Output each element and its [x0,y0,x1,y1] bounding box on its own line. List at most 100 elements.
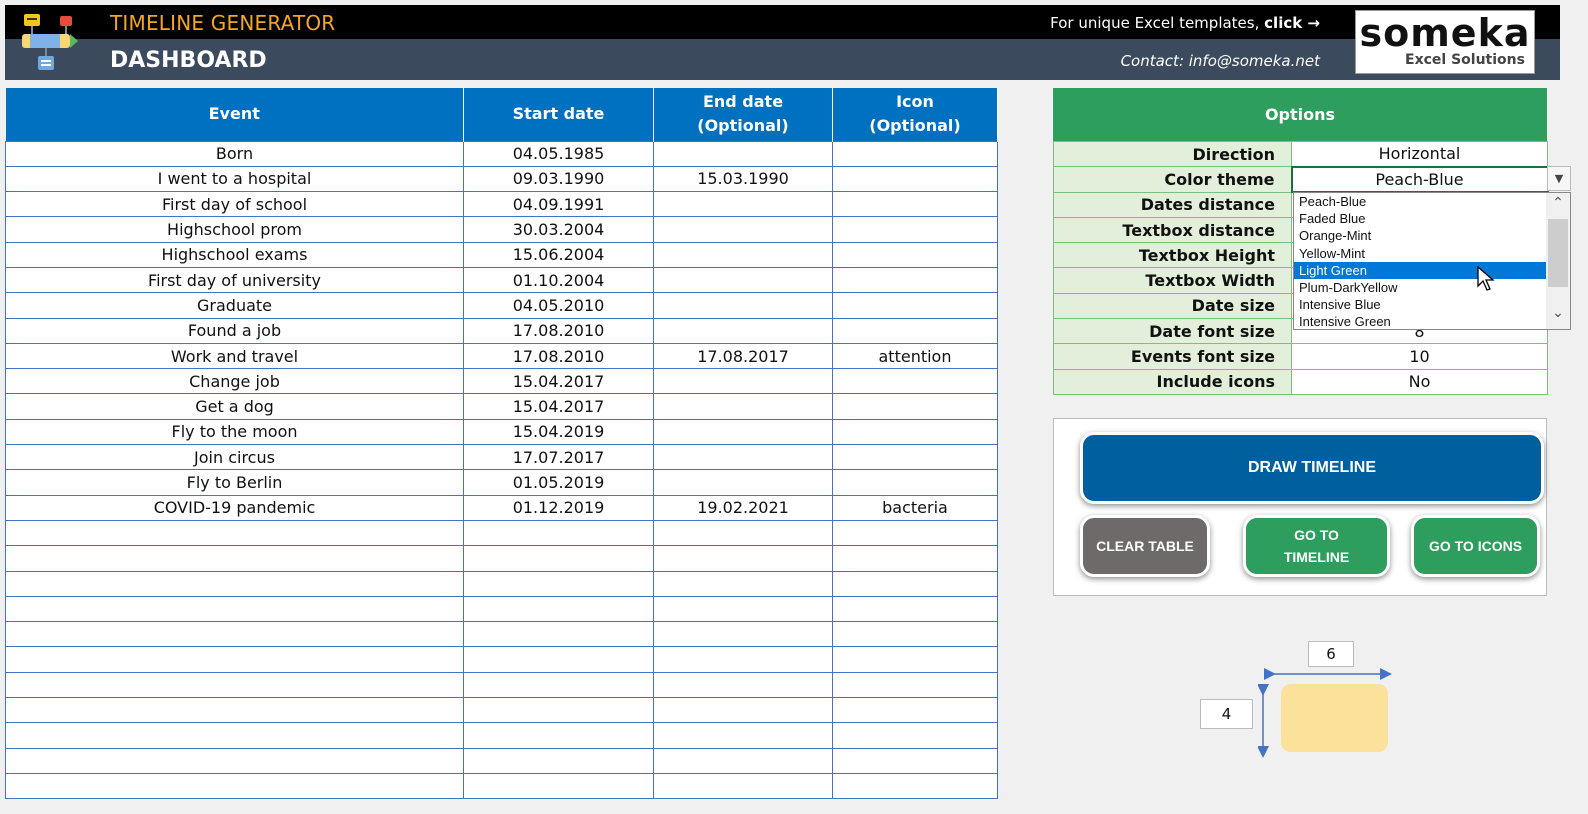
icon-cell[interactable] [832,722,998,749]
start-date-cell[interactable]: 04.09.1991 [463,191,654,218]
icon-cell[interactable] [832,418,998,446]
end-date-cell[interactable]: 17.08.2017 [653,342,833,370]
dropdown-scrollbar[interactable]: ⌃ ⌄ [1546,193,1570,329]
end-date-cell[interactable] [653,266,833,294]
end-date-cell[interactable] [653,545,833,572]
start-date-cell[interactable]: 15.04.2017 [463,368,654,395]
dropdown-option[interactable]: Orange-Mint [1299,228,1372,244]
end-date-cell[interactable] [653,241,833,268]
end-date-cell[interactable] [653,570,833,597]
dropdown-option[interactable]: Plum-DarkYellow [1299,279,1398,295]
start-date-cell[interactable]: 01.12.2019 [463,494,654,521]
start-date-cell[interactable] [463,671,654,699]
start-date-cell[interactable]: 15.04.2019 [463,418,654,446]
dropdown-option[interactable]: Intensive Green [1299,314,1391,330]
end-date-cell[interactable] [653,216,833,243]
end-date-cell[interactable]: 19.02.2021 [653,494,833,521]
start-date-cell[interactable] [463,646,654,673]
icon-cell[interactable] [832,519,998,547]
event-cell[interactable]: I went to a hospital [5,165,464,193]
start-date-cell[interactable] [463,545,654,572]
dropdown-option[interactable]: Light Green [1294,261,1546,279]
start-date-cell[interactable]: 04.05.1985 [463,140,654,167]
scroll-up-icon[interactable]: ⌃ [1552,195,1564,211]
end-date-cell[interactable] [653,646,833,673]
scroll-down-icon[interactable]: ⌄ [1552,305,1564,321]
option-value[interactable]: Horizontal [1291,140,1548,168]
end-date-cell[interactable] [653,697,833,724]
end-date-cell[interactable] [653,519,833,547]
icon-cell[interactable] [832,772,998,800]
end-date-cell[interactable] [653,722,833,749]
start-date-cell[interactable]: 17.08.2010 [463,342,654,370]
event-cell[interactable]: First day of university [5,266,464,294]
end-date-cell[interactable] [653,621,833,648]
event-cell[interactable]: Get a dog [5,393,464,420]
icon-cell[interactable] [832,697,998,724]
event-cell[interactable] [5,772,464,800]
end-date-cell[interactable] [653,418,833,446]
event-cell[interactable]: Born [5,140,464,167]
event-cell[interactable] [5,722,464,749]
event-cell[interactable] [5,697,464,724]
start-date-cell[interactable]: 09.03.1990 [463,165,654,193]
start-date-cell[interactable]: 17.08.2010 [463,317,654,344]
end-date-cell[interactable] [653,747,833,774]
icon-cell[interactable] [832,621,998,648]
event-cell[interactable]: Found a job [5,317,464,344]
start-date-cell[interactable] [463,621,654,648]
start-date-cell[interactable]: 15.06.2004 [463,241,654,268]
icon-cell[interactable] [832,241,998,268]
event-cell[interactable] [5,545,464,572]
dropdown-option[interactable]: Faded Blue [1299,211,1366,227]
dropdown-option[interactable]: Peach-Blue [1299,194,1367,209]
event-cell[interactable]: Fly to the moon [5,418,464,446]
icon-cell[interactable] [832,317,998,344]
icon-cell[interactable] [832,469,998,496]
start-date-cell[interactable] [463,697,654,724]
start-date-cell[interactable]: 30.03.2004 [463,216,654,243]
dropdown-option[interactable]: Intensive Blue [1299,297,1381,313]
event-cell[interactable]: Join circus [5,444,464,471]
icon-cell[interactable]: attention [832,342,998,370]
event-cell[interactable] [5,747,464,774]
start-date-cell[interactable] [463,570,654,597]
option-value[interactable]: 10 [1291,343,1548,370]
event-cell[interactable] [5,646,464,673]
icon-cell[interactable] [832,292,998,319]
start-date-cell[interactable]: 17.07.2017 [463,444,654,471]
icon-cell[interactable] [832,671,998,699]
event-cell[interactable]: First day of school [5,191,464,218]
end-date-cell[interactable] [653,140,833,167]
event-cell[interactable]: COVID-19 pandemic [5,494,464,521]
event-cell[interactable]: Highschool prom [5,216,464,243]
end-date-cell[interactable] [653,444,833,471]
start-date-cell[interactable]: 04.05.2010 [463,292,654,319]
promo-click-link[interactable]: click → [1264,14,1320,32]
option-value[interactable]: Peach-Blue [1290,165,1549,194]
event-cell[interactable] [5,621,464,648]
start-date-cell[interactable] [463,722,654,749]
icon-cell[interactable] [832,393,998,420]
scroll-thumb[interactable] [1548,219,1568,287]
event-cell[interactable] [5,671,464,699]
icon-cell[interactable] [832,165,998,193]
icon-cell[interactable] [832,570,998,597]
icon-cell[interactable] [832,368,998,395]
start-date-cell[interactable] [463,747,654,774]
start-date-cell[interactable]: 01.10.2004 [463,266,654,294]
icon-cell[interactable] [832,646,998,673]
icon-cell[interactable] [832,266,998,294]
icon-cell[interactable] [832,140,998,167]
dropdown-option[interactable]: Yellow-Mint [1299,245,1365,261]
contact-email[interactable]: Contact: info@someka.net [1120,52,1320,70]
go-to-icons-button[interactable]: GO TO ICONS [1411,515,1540,577]
end-date-cell[interactable] [653,191,833,218]
end-date-cell[interactable] [653,368,833,395]
start-date-cell[interactable] [463,595,654,623]
event-cell[interactable] [5,595,464,623]
icon-cell[interactable] [832,444,998,471]
start-date-cell[interactable] [463,519,654,547]
start-date-cell[interactable]: 01.05.2019 [463,469,654,496]
start-date-cell[interactable]: 15.04.2017 [463,393,654,420]
